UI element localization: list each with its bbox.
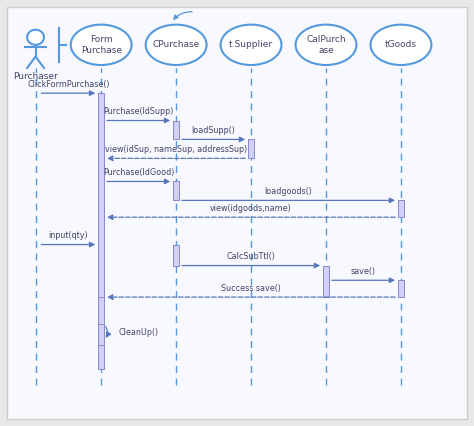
Ellipse shape <box>296 25 356 65</box>
Circle shape <box>27 30 44 45</box>
Text: Form
Purchase: Form Purchase <box>81 35 122 55</box>
Text: input(qty): input(qty) <box>48 231 88 240</box>
Text: CalPurch
ase: CalPurch ase <box>306 35 346 55</box>
Ellipse shape <box>71 25 132 65</box>
Text: CPurchase: CPurchase <box>153 40 200 49</box>
Text: save(): save() <box>351 267 376 276</box>
Bar <box>398 280 404 297</box>
Ellipse shape <box>220 25 282 65</box>
Bar <box>173 181 179 200</box>
Text: Success save(): Success save() <box>221 284 281 293</box>
Bar <box>248 139 254 158</box>
Text: loadSupp(): loadSupp() <box>191 126 236 135</box>
FancyBboxPatch shape <box>8 7 466 419</box>
Bar <box>98 93 104 368</box>
Text: t.Supplier: t.Supplier <box>229 40 273 49</box>
Bar <box>323 265 329 297</box>
Text: ClickFormPurchase(): ClickFormPurchase() <box>27 80 109 89</box>
Text: tGoods: tGoods <box>385 40 417 49</box>
Text: Purchase(IdGood): Purchase(IdGood) <box>103 168 174 177</box>
Text: loadgoods(): loadgoods() <box>264 187 312 196</box>
Text: CleanUp(): CleanUp() <box>118 328 158 337</box>
Bar <box>98 325 104 345</box>
Ellipse shape <box>371 25 431 65</box>
Bar <box>98 297 104 345</box>
Bar <box>398 200 404 217</box>
Ellipse shape <box>146 25 207 65</box>
Text: Purchaser: Purchaser <box>13 72 58 81</box>
Text: view(idSup, nameSup, addressSup): view(idSup, nameSup, addressSup) <box>105 145 247 154</box>
Bar <box>173 245 179 265</box>
Bar <box>173 121 179 139</box>
Text: CalcSubTtl(): CalcSubTtl() <box>227 252 275 262</box>
Text: view(idgoods,name): view(idgoods,name) <box>210 204 292 213</box>
Text: Purchase(IdSupp): Purchase(IdSupp) <box>103 107 174 116</box>
